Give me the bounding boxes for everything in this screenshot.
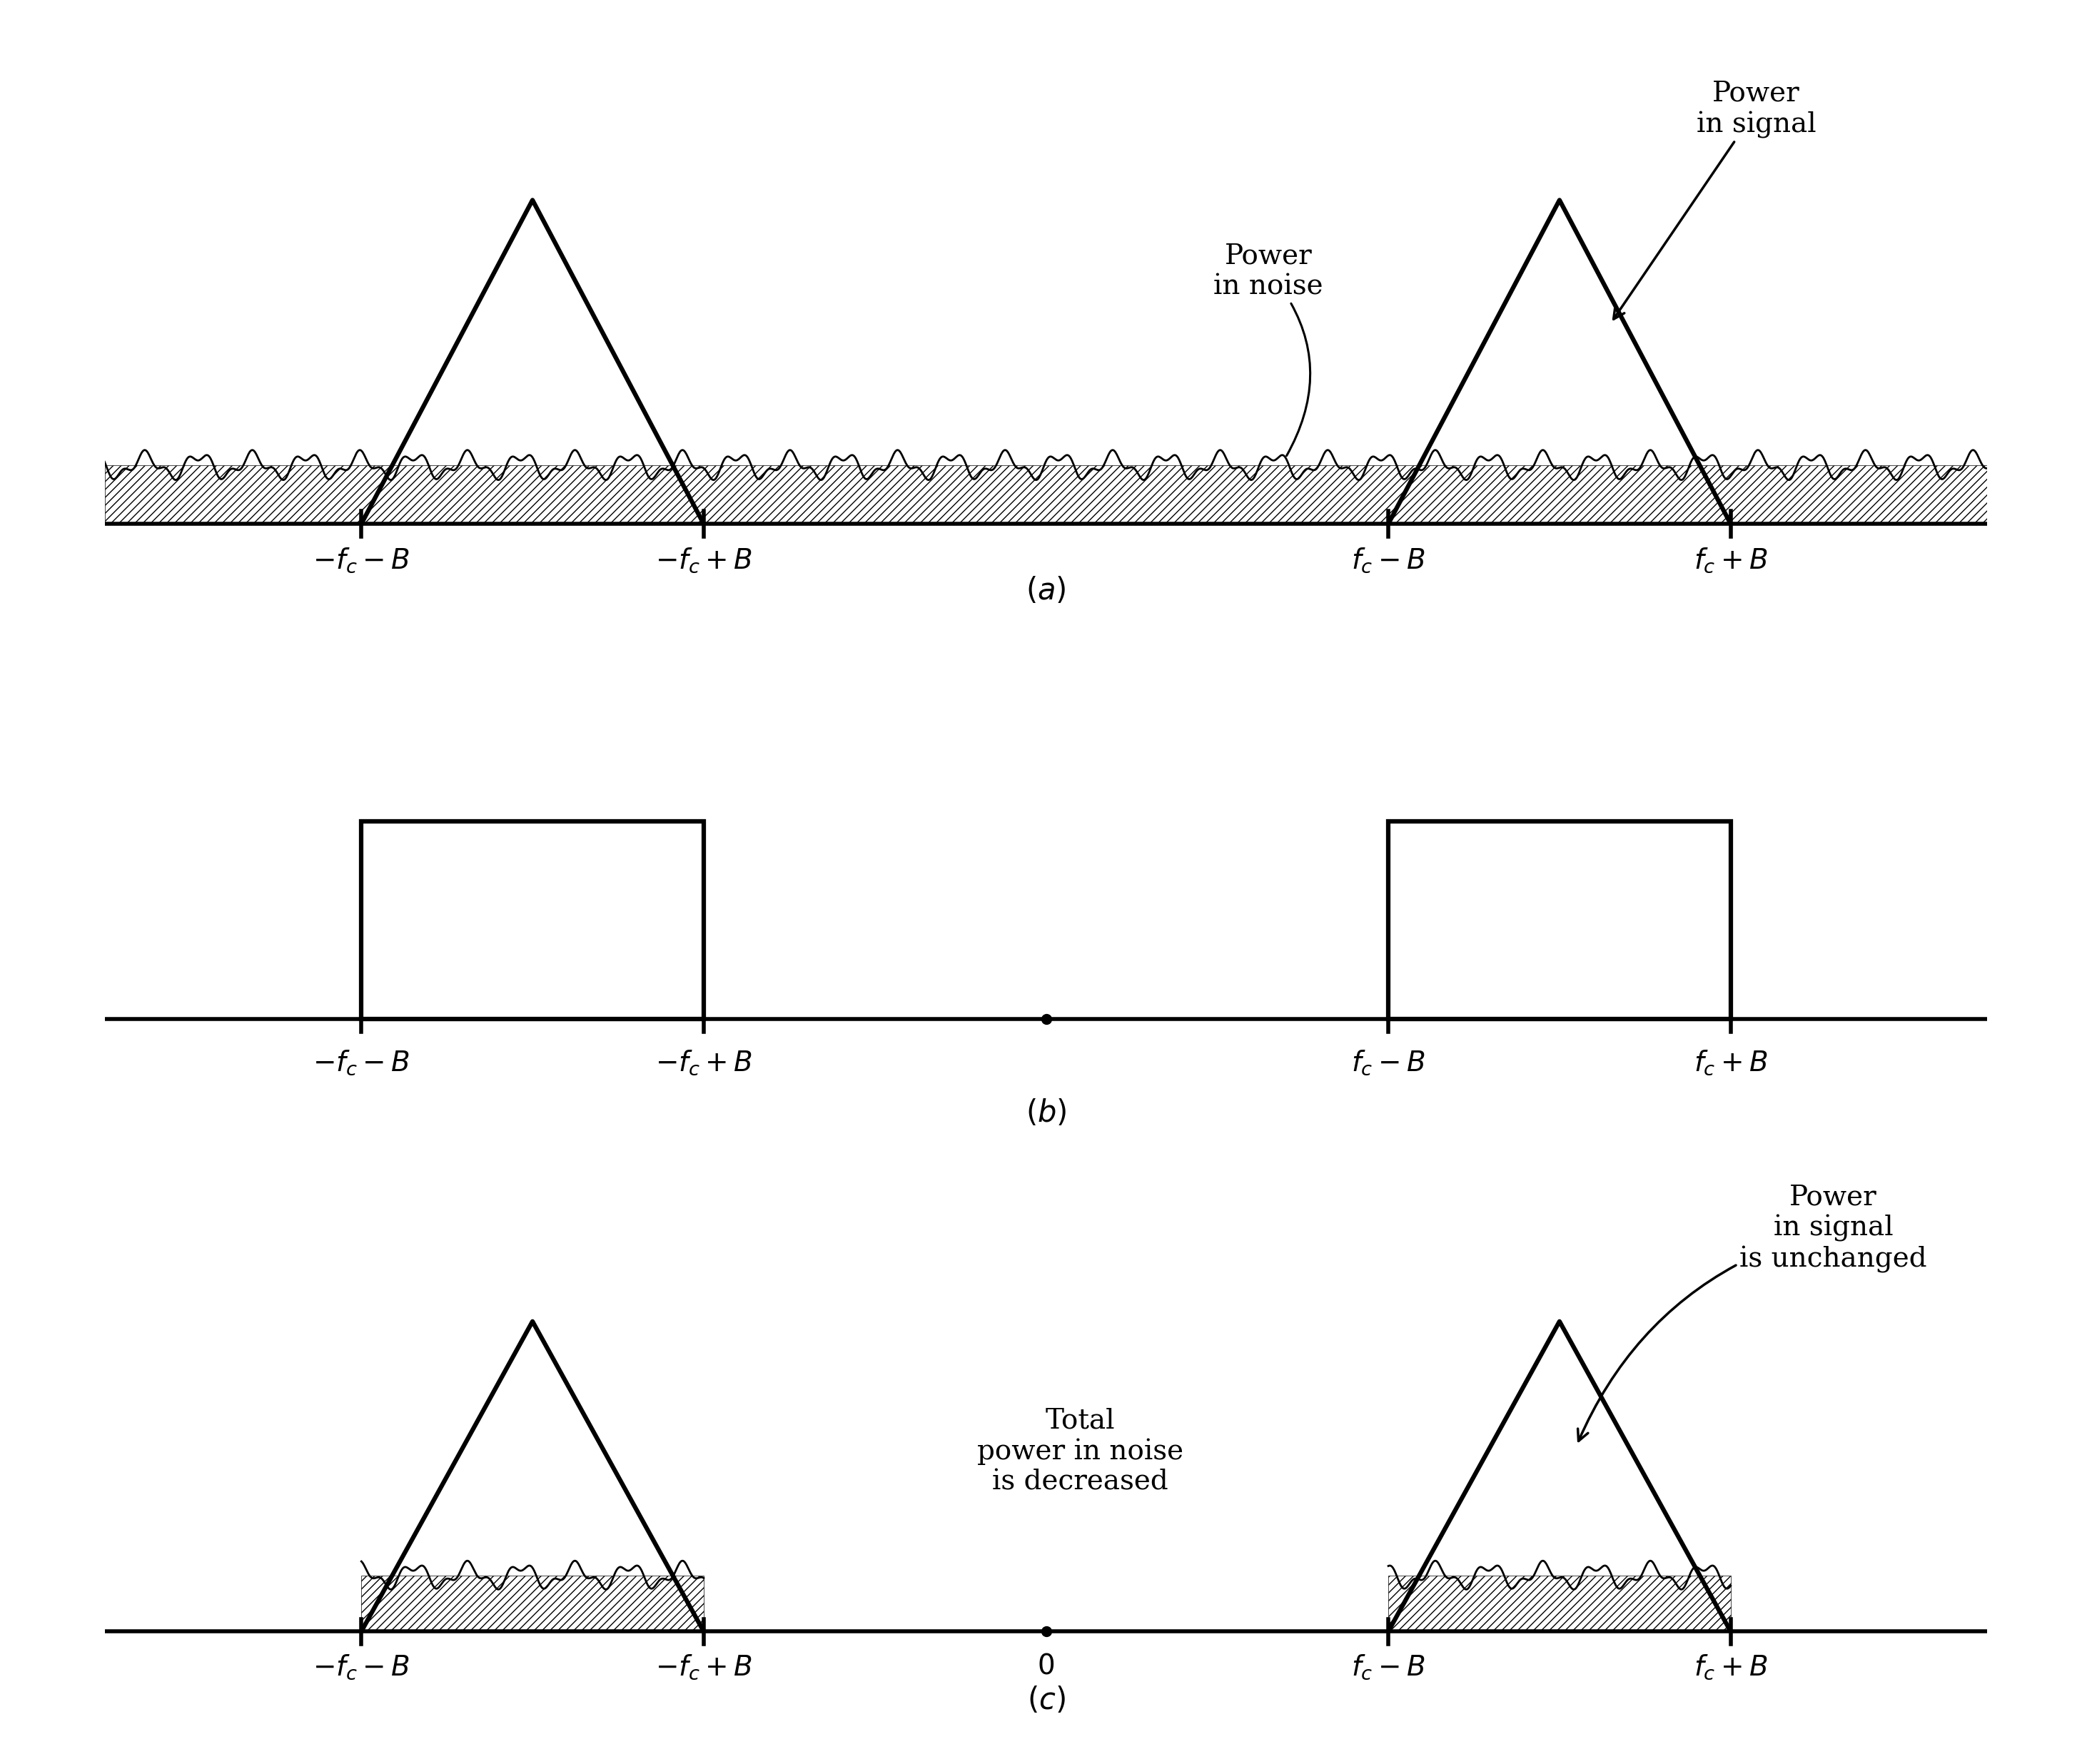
Text: $-f_c - B$: $-f_c - B$ <box>312 1048 410 1076</box>
Text: $f_c + B$: $f_c + B$ <box>1695 1048 1768 1076</box>
Text: $-f_c + B$: $-f_c + B$ <box>655 547 753 575</box>
Bar <box>1389 820 1730 1020</box>
Text: $(c)$: $(c)$ <box>1027 1686 1065 1716</box>
Text: Power
in noise: Power in noise <box>1213 243 1324 455</box>
Text: $-f_c - B$: $-f_c - B$ <box>312 1653 410 1681</box>
Polygon shape <box>362 1575 703 1632</box>
Polygon shape <box>105 466 1987 524</box>
Text: $f_c - B$: $f_c - B$ <box>1351 1048 1425 1076</box>
Text: $f_c + B$: $f_c + B$ <box>1695 1653 1768 1681</box>
Text: $-f_c + B$: $-f_c + B$ <box>655 1048 753 1076</box>
Polygon shape <box>1389 1575 1730 1632</box>
Text: Power
in signal
is unchanged: Power in signal is unchanged <box>1577 1184 1927 1441</box>
Text: $-f_c - B$: $-f_c - B$ <box>312 547 410 575</box>
Text: $(a)$: $(a)$ <box>1025 575 1067 605</box>
Text: $0$: $0$ <box>1038 1653 1054 1679</box>
Text: $f_c - B$: $f_c - B$ <box>1351 547 1425 575</box>
Text: $f_c - B$: $f_c - B$ <box>1351 1653 1425 1681</box>
Text: $f_c + B$: $f_c + B$ <box>1695 547 1768 575</box>
Text: Power
in signal: Power in signal <box>1613 81 1816 319</box>
Text: $(b)$: $(b)$ <box>1025 1099 1067 1129</box>
Bar <box>362 820 703 1020</box>
Text: Total
power in noise
is decreased: Total power in noise is decreased <box>977 1408 1184 1496</box>
Text: $-f_c + B$: $-f_c + B$ <box>655 1653 753 1681</box>
